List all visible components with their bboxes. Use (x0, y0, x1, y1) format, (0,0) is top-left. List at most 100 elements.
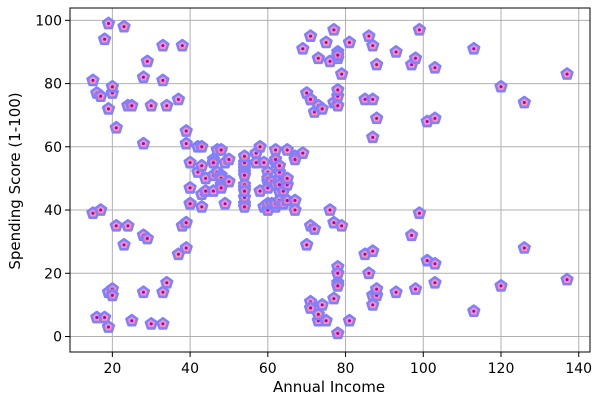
x-tick-label: 60 (259, 361, 277, 377)
data-point (412, 22, 427, 36)
data-point (214, 143, 228, 156)
data-point (179, 124, 193, 137)
y-tick-label: 40 (44, 203, 62, 219)
data-point (303, 301, 318, 314)
data-point (156, 285, 170, 299)
data-point (319, 35, 333, 49)
data-point (144, 316, 158, 330)
data-point (86, 73, 100, 87)
data-point (366, 38, 380, 52)
data-point (366, 92, 380, 106)
y-tick-label: 100 (35, 13, 62, 29)
data-point (97, 310, 112, 324)
data-point (179, 241, 193, 254)
y-axis-label: Spending Score (1-100) (6, 92, 24, 269)
y-tick-label: 20 (44, 266, 62, 282)
data-point (101, 101, 116, 115)
x-axis-label: Annual Income (273, 378, 385, 396)
data-point (280, 171, 294, 185)
data-point (140, 54, 154, 68)
y-tick-label: 80 (44, 77, 62, 93)
data-point (156, 73, 170, 87)
data-point (389, 45, 403, 58)
data-point (331, 266, 345, 280)
data-point (125, 98, 139, 112)
data-point (109, 120, 123, 134)
data-point (214, 181, 228, 194)
data-point (117, 19, 131, 33)
data-point (183, 196, 197, 210)
data-point (144, 98, 158, 112)
data-point (467, 41, 481, 55)
data-point (296, 146, 310, 159)
data-point (179, 215, 193, 229)
data-point (160, 275, 174, 289)
data-point (183, 155, 197, 169)
data-point (331, 279, 345, 292)
data-point (179, 136, 193, 150)
data-point (237, 168, 252, 182)
x-tick-label: 140 (565, 361, 592, 377)
data-point (156, 38, 170, 52)
data-point (218, 196, 232, 210)
plot-frame (69, 7, 591, 353)
data-point (280, 143, 294, 156)
data-point (370, 57, 384, 71)
y-tick-label: 0 (53, 330, 62, 346)
data-point (222, 152, 236, 166)
data-point (105, 288, 119, 302)
x-tick-label: 100 (410, 361, 437, 377)
data-point (517, 241, 531, 254)
data-point (171, 92, 186, 106)
data-point (105, 79, 119, 93)
data-point (94, 203, 108, 216)
data-point (121, 218, 135, 232)
x-tick-label: 120 (488, 361, 515, 377)
data-point (195, 139, 209, 153)
data-point (560, 272, 574, 286)
data-point (408, 282, 423, 295)
y-tick-label: 60 (44, 140, 62, 156)
data-point (222, 174, 236, 188)
data-point (117, 237, 131, 251)
axis-ticks: 20 40 60 80 100 120 140 0 20 40 60 80 100 (35, 13, 592, 377)
data-point (94, 89, 108, 103)
data-point (195, 158, 209, 172)
data-points (86, 16, 574, 340)
data-point (467, 304, 481, 318)
data-point (101, 16, 116, 30)
data-point (428, 111, 442, 125)
data-point (237, 199, 252, 213)
data-point (362, 29, 376, 42)
data-point (428, 275, 442, 289)
data-point (331, 82, 345, 96)
data-point (183, 181, 197, 194)
data-point (428, 60, 442, 74)
data-point (319, 313, 333, 327)
data-point (296, 41, 310, 55)
data-point (327, 291, 341, 305)
data-point (257, 155, 271, 169)
data-point (331, 48, 345, 61)
data-point (362, 266, 376, 280)
data-point (389, 285, 403, 299)
data-point (366, 130, 380, 144)
data-point (288, 203, 302, 216)
data-point (408, 51, 423, 65)
data-point (300, 237, 314, 251)
data-point (136, 70, 151, 84)
data-point (331, 98, 345, 112)
data-point (206, 155, 221, 169)
data-point (315, 101, 329, 115)
data-point (272, 158, 287, 172)
data-point (140, 231, 154, 245)
data-point (237, 149, 252, 163)
data-point (494, 79, 508, 93)
data-point (412, 206, 427, 220)
data-point (307, 222, 322, 235)
data-point (342, 313, 357, 327)
data-point (237, 184, 252, 197)
x-tick-label: 40 (181, 361, 199, 377)
data-point (366, 297, 380, 311)
data-point (136, 136, 151, 150)
